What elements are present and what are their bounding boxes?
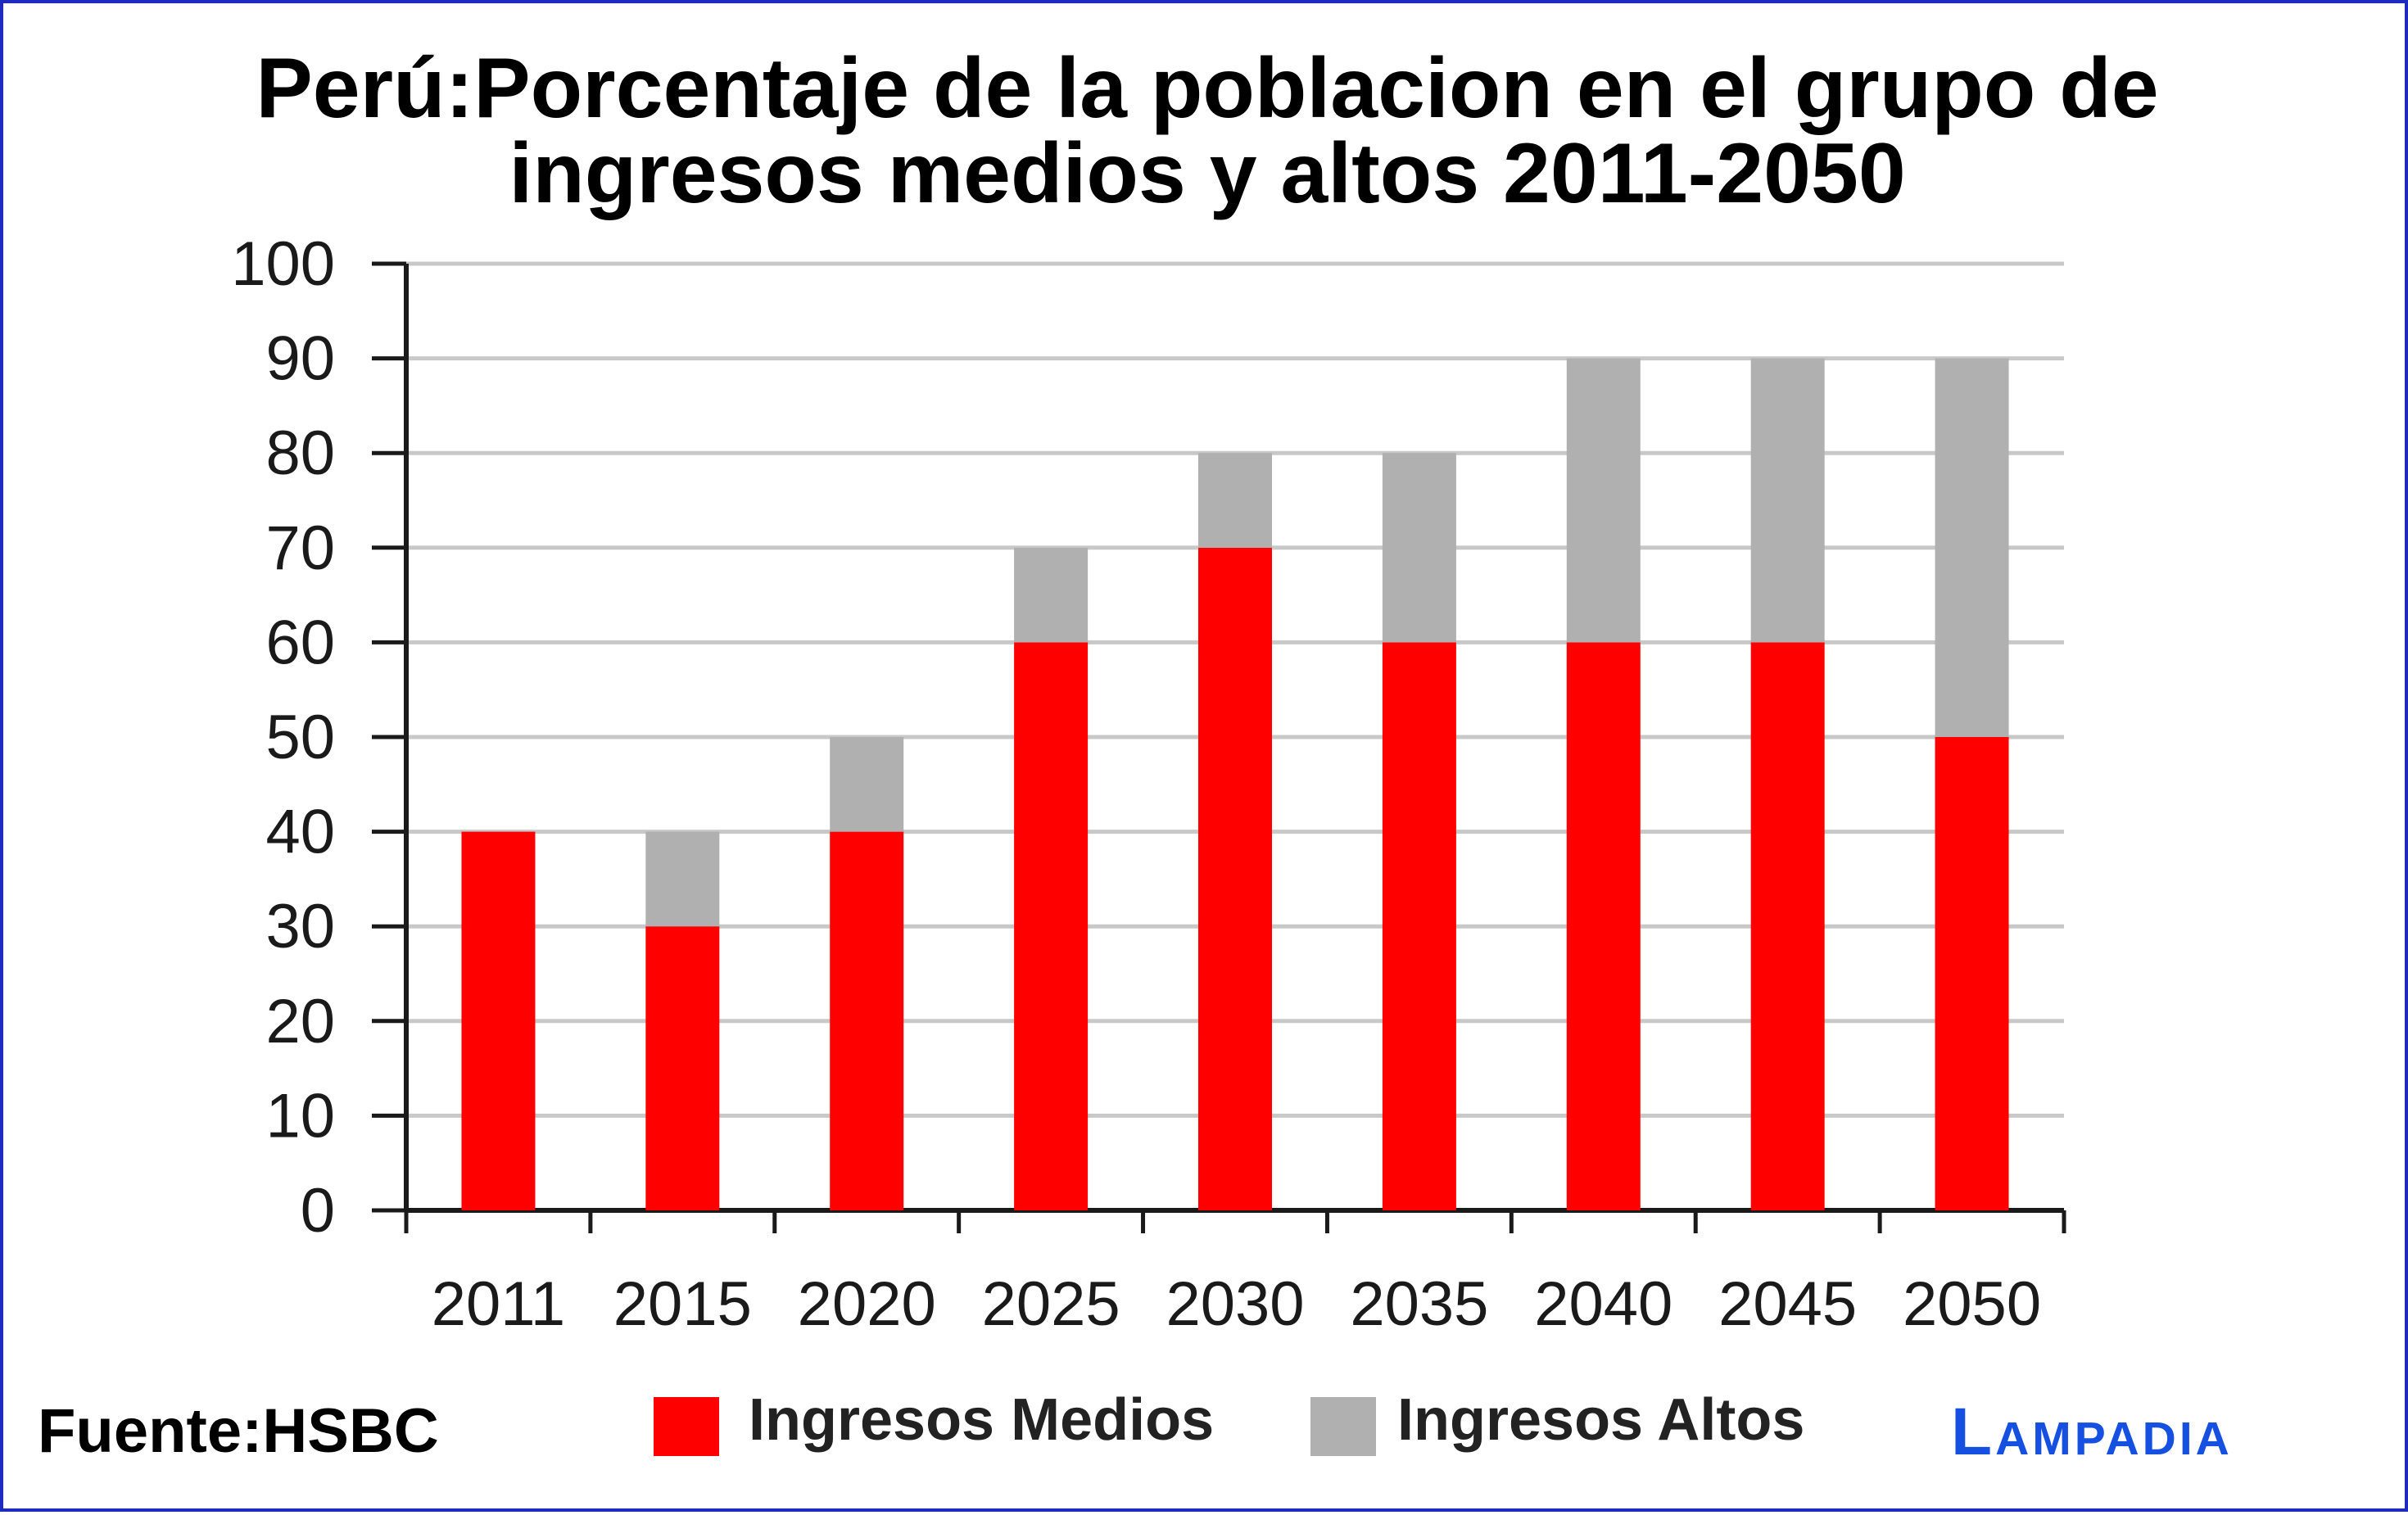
- y-tick-label: 70: [265, 513, 335, 583]
- x-tick-label: 2015: [613, 1269, 752, 1339]
- bar-ingresos-altos: [1566, 358, 1641, 643]
- legend-label-ingresos-medios: Ingresos Medios: [749, 1387, 1215, 1453]
- legend-label-ingresos-altos: Ingresos Altos: [1397, 1387, 1805, 1453]
- legend-swatch-ingresos-altos: [1310, 1397, 1376, 1456]
- legend-swatch-ingresos-medios: [654, 1397, 719, 1456]
- lampadia-logo: Lampadia: [1951, 1395, 2233, 1469]
- bar-ingresos-medios: [1382, 642, 1456, 1210]
- bar-ingresos-medios: [830, 831, 904, 1210]
- bar-ingresos-altos: [1750, 358, 1825, 643]
- y-tick-label: 100: [231, 229, 335, 299]
- x-tick-label: 2030: [1166, 1269, 1304, 1339]
- bar-ingresos-medios: [645, 926, 720, 1210]
- y-tick-label: 40: [265, 798, 335, 867]
- bar-ingresos-altos: [1014, 547, 1089, 643]
- x-tick-label: 2050: [1903, 1269, 2041, 1339]
- y-tick-label: 90: [265, 324, 335, 394]
- x-tick-label: 2035: [1350, 1269, 1488, 1339]
- bar-ingresos-medios: [1198, 547, 1272, 1210]
- bar-ingresos-medios: [1566, 642, 1641, 1210]
- y-tick-label: 30: [265, 892, 335, 961]
- bar-ingresos-altos: [1935, 358, 2009, 737]
- bar-ingresos-altos: [1198, 453, 1272, 548]
- y-tick-label: 60: [265, 608, 335, 677]
- y-tick-label: 50: [265, 703, 335, 772]
- bar-ingresos-altos: [1382, 453, 1456, 643]
- x-tick-label: 2045: [1718, 1269, 1857, 1339]
- bar-ingresos-altos: [645, 831, 720, 927]
- bar-ingresos-medios: [1750, 642, 1825, 1210]
- bar-ingresos-altos: [830, 737, 904, 832]
- bar-ingresos-medios: [1014, 642, 1089, 1210]
- x-tick-label: 2040: [1534, 1269, 1672, 1339]
- y-tick-label: 20: [265, 987, 335, 1056]
- x-tick-label: 2025: [982, 1269, 1120, 1339]
- source-label: Fuente:HSBC: [38, 1396, 439, 1466]
- y-tick-label: 10: [265, 1081, 335, 1151]
- chart-title-line-1: Perú:Porcentaje de la poblacion en el gr…: [256, 41, 2159, 136]
- bar-ingresos-medios: [1935, 737, 2009, 1210]
- x-tick-label: 2020: [798, 1269, 936, 1339]
- chart-title-line-2: ingresos medios y altos 2011-2050: [509, 126, 1906, 221]
- x-tick-label: 2011: [432, 1269, 565, 1339]
- y-tick-label: 80: [265, 418, 335, 488]
- bar-ingresos-medios: [461, 831, 536, 1210]
- y-tick-label: 0: [301, 1176, 335, 1246]
